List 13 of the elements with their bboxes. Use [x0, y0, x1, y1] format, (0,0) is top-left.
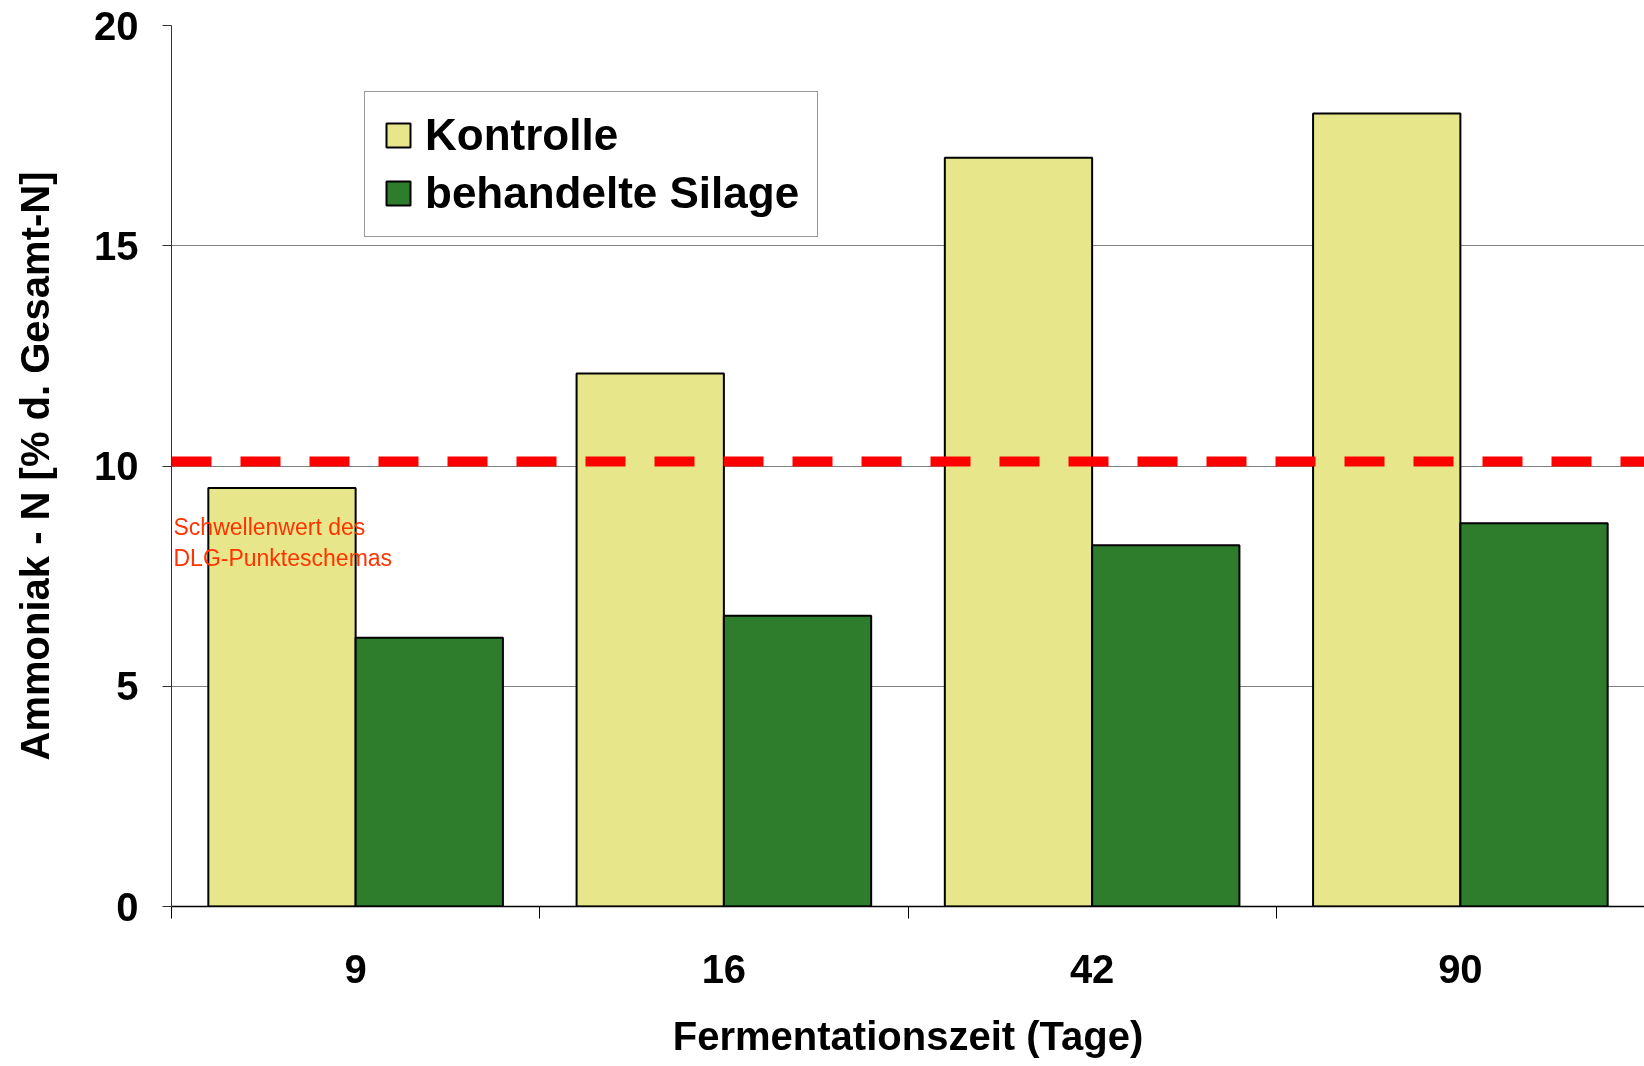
- x-tick-label: 16: [701, 946, 747, 991]
- legend-label: Kontrolle: [425, 110, 619, 160]
- x-tick-label: 9: [344, 946, 367, 991]
- legend-label: behandelte Silage: [425, 168, 800, 218]
- y-tick-label: 0: [116, 884, 139, 929]
- x-tick-label: 90: [1438, 946, 1483, 991]
- x-axis-title: Fermentationszeit (Tage): [672, 1013, 1144, 1058]
- y-tick-label: 10: [94, 444, 139, 488]
- y-axis-title: Ammoniak - N [% d. Gesamt-N]: [13, 171, 58, 761]
- x-tick-label: 42: [1069, 946, 1115, 991]
- y-tick-label: 20: [94, 3, 139, 48]
- y-tick-label: 5: [116, 664, 139, 709]
- y-tick-label: 15: [94, 223, 139, 268]
